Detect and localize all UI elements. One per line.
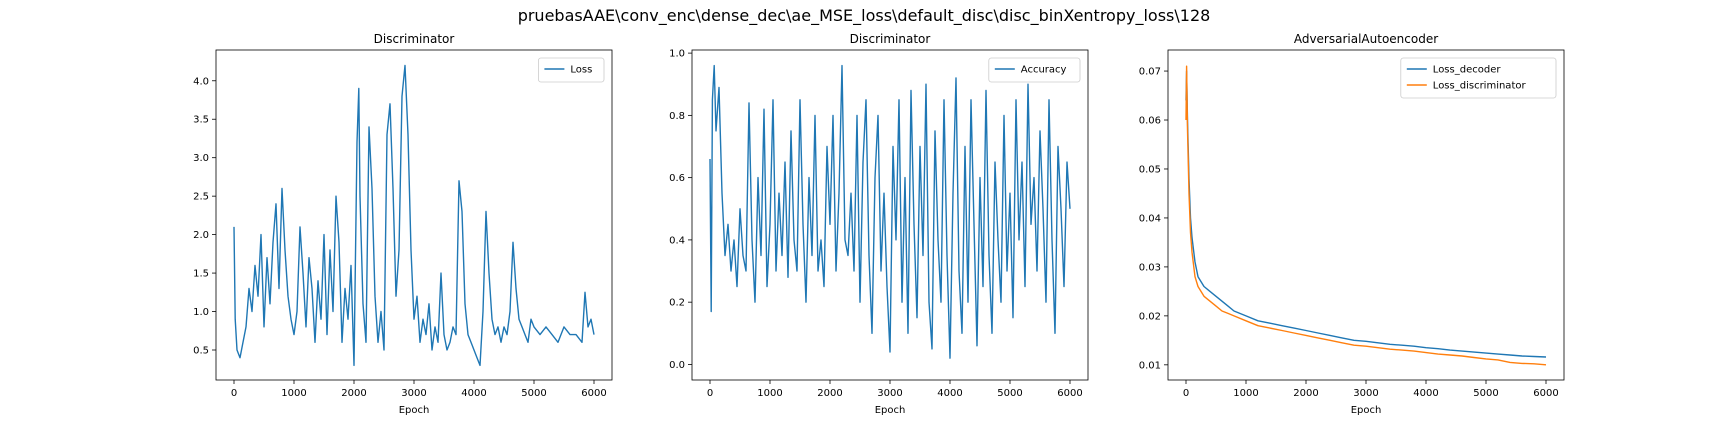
y-tick-label: 1.0 xyxy=(193,307,209,318)
x-tick-label: 6000 xyxy=(581,388,606,399)
legend-box xyxy=(988,57,1081,83)
subplot-title: AdversarialAutoencoder xyxy=(1294,32,1438,46)
x-tick-label: 4000 xyxy=(1413,388,1438,399)
x-tick-label: 5000 xyxy=(521,388,546,399)
y-tick-label: 4.0 xyxy=(193,76,209,87)
legend-label: Loss xyxy=(570,65,592,76)
x-tick-label: 1000 xyxy=(1233,388,1258,399)
y-tick-label: 3.5 xyxy=(193,115,209,126)
legend: Loss xyxy=(538,57,605,83)
y-tick-label: 0.07 xyxy=(1139,67,1161,78)
y-tick-label: 1.5 xyxy=(193,269,209,280)
legend-box xyxy=(538,57,605,83)
y-tick-label: 0.6 xyxy=(669,173,685,184)
x-axis-label: Epoch xyxy=(399,405,430,416)
x-axis-label: Epoch xyxy=(1351,405,1382,416)
y-tick-label: 2.5 xyxy=(193,192,209,203)
y-tick-label: 0.5 xyxy=(193,346,209,357)
y-tick-label: 0.2 xyxy=(669,298,685,309)
legend-box xyxy=(1400,57,1557,99)
y-tick-label: 0.4 xyxy=(669,235,685,246)
y-tick-label: 0.04 xyxy=(1139,213,1161,224)
x-tick-label: 1000 xyxy=(757,388,782,399)
y-tick-label: 1.0 xyxy=(669,49,685,60)
x-tick-label: 0 xyxy=(707,388,713,399)
legend: Accuracy xyxy=(988,57,1081,83)
x-tick-label: 3000 xyxy=(1353,388,1378,399)
x-tick-label: 2000 xyxy=(341,388,366,399)
y-tick-label: 0.06 xyxy=(1139,116,1161,127)
x-tick-label: 5000 xyxy=(1473,388,1498,399)
subplot-title: Discriminator xyxy=(374,32,455,46)
x-tick-label: 2000 xyxy=(817,388,842,399)
y-tick-label: 3.0 xyxy=(193,153,209,164)
figure-title: pruebasAAE\conv_enc\dense_dec\ae_MSE_los… xyxy=(518,6,1211,26)
y-tick-label: 0.02 xyxy=(1139,311,1161,322)
y-tick-label: 0.05 xyxy=(1139,164,1161,175)
x-tick-label: 4000 xyxy=(937,388,962,399)
y-tick-label: 0.8 xyxy=(669,111,685,122)
series-line-accuracy xyxy=(709,64,1071,359)
plots-container: Discriminator Epoch 0 1000 2000 3000 4000 5000 6… xyxy=(193,32,1565,416)
x-tick-label: 3000 xyxy=(877,388,902,399)
series-line-loss-discriminator xyxy=(1185,65,1547,366)
subplot-title: Discriminator xyxy=(850,32,931,46)
subplot-2: Discriminator Epoch 0 1000 2000 3000 4000 5000 6… xyxy=(669,32,1089,416)
x-tick-label: 5000 xyxy=(997,388,1022,399)
legend-label: Loss_decoder xyxy=(1433,65,1502,76)
x-tick-label: 0 xyxy=(231,388,237,399)
x-tick-label: 3000 xyxy=(401,388,426,399)
x-tick-label: 1000 xyxy=(281,388,306,399)
subplot-1: Discriminator Epoch 0 1000 2000 3000 4000 5000 6… xyxy=(193,32,613,416)
legend-label: Accuracy xyxy=(1021,65,1067,76)
x-tick-label: 4000 xyxy=(461,388,486,399)
series-line-loss xyxy=(233,64,595,367)
y-tick-label: 2.0 xyxy=(193,230,209,241)
x-tick-label: 6000 xyxy=(1057,388,1082,399)
x-tick-label: 0 xyxy=(1183,388,1189,399)
legend-label: Loss_discriminator xyxy=(1433,81,1527,92)
y-tick-label: 0.01 xyxy=(1139,360,1161,371)
x-axis-label: Epoch xyxy=(875,405,906,416)
x-tick-label: 6000 xyxy=(1533,388,1558,399)
legend: Loss_decoder Loss_discriminator xyxy=(1400,57,1557,99)
y-tick-label: 0.0 xyxy=(669,360,685,371)
subplot-3: AdversarialAutoencoder Epoch 0 1000 2000 3000… xyxy=(1139,32,1565,416)
y-tick-label: 0.03 xyxy=(1139,262,1161,273)
x-tick-label: 2000 xyxy=(1293,388,1318,399)
series-line-loss-decoder xyxy=(1185,70,1547,358)
